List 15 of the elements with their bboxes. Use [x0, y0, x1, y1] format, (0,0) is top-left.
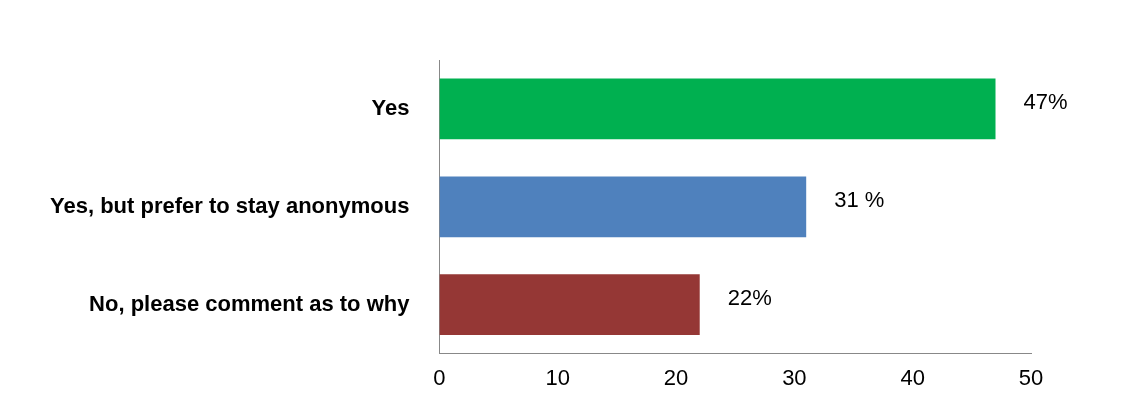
x-tick-label: 40	[900, 364, 925, 390]
data-label: 22%	[727, 284, 772, 310]
x-tick-label: 20	[663, 364, 689, 390]
data-label: 31 %	[834, 186, 885, 212]
y-tick-label: No, please comment as to why	[89, 290, 411, 316]
y-tick-label: Yes, but prefer to stay anonymous	[49, 192, 410, 218]
x-tick-label: 0	[433, 364, 446, 390]
data-label: 47%	[1023, 89, 1068, 114]
bar	[439, 274, 700, 336]
y-tick-label: Yes	[371, 95, 410, 120]
x-tick-label: 10	[545, 364, 570, 390]
x-tick-label: 50	[1018, 364, 1044, 390]
x-tick-label: 30	[782, 364, 807, 390]
bar	[439, 78, 996, 140]
bar	[439, 176, 807, 238]
